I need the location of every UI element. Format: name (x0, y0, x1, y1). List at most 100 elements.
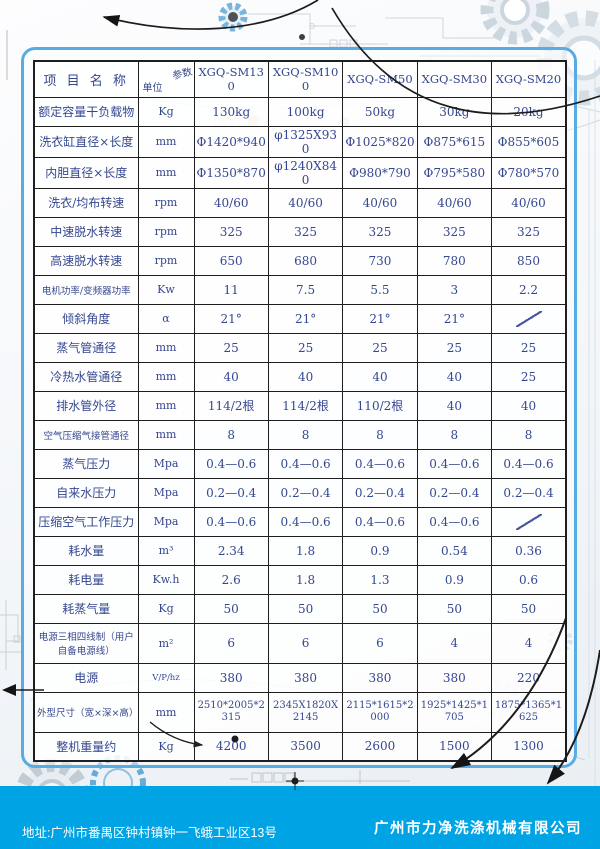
spec-value: 100kg (267, 96, 344, 127)
spec-value: 25 (342, 332, 418, 363)
table-header-row: 项 目 名 称 参数 单位 XGQ-SM130 XGQ-SM100 XGQ-SM50… (33, 60, 567, 98)
spec-value: 8 (193, 419, 269, 450)
spec-value: 2600 (342, 731, 418, 762)
row-unit: mm (137, 156, 195, 189)
spec-value: 21° (342, 303, 418, 334)
spec-value: 50 (491, 593, 567, 624)
spec-value: Φ855*605 (491, 125, 567, 158)
spec-value: 40/60 (193, 187, 269, 218)
row-unit: rpm (137, 245, 195, 276)
spec-value: 5.5 (342, 274, 418, 305)
blue-gear-icon (218, 2, 248, 32)
row-label: 电源 (33, 662, 139, 693)
spec-value: 380 (267, 662, 344, 693)
table-row: 电源 V/P/hz 380 380 380 380 220 (33, 662, 567, 693)
row-label: 蒸气压力 (33, 448, 139, 479)
spec-value: 0.2—0.4 (416, 477, 493, 508)
model-header: XGQ-SM100 (267, 60, 344, 98)
table-row: 耗水量 m³ 2.34 1.8 0.9 0.54 0.36 (33, 535, 567, 566)
spec-value: 7.5 (267, 274, 344, 305)
spec-value: 30kg (416, 96, 493, 127)
spec-value: 114/2根 (267, 390, 344, 421)
row-unit: m² (137, 622, 195, 664)
spec-value: 380 (342, 662, 418, 693)
row-label: 倾斜角度 (33, 303, 139, 334)
spec-value: 4 (416, 622, 493, 664)
model-header: XGQ-SM130 (193, 60, 269, 98)
spec-value: 40/60 (342, 187, 418, 218)
row-label: 额定容量干负载物 (33, 96, 139, 127)
spec-value: 2.6 (193, 564, 269, 595)
spec-value: 21° (193, 303, 269, 334)
spec-value: 8 (342, 419, 418, 450)
table-row: 空气压缩气接管通径 mm 8 8 8 8 8 (33, 419, 567, 450)
table-row: 电机功率/变频器功率 Kw 11 7.5 5.5 3 2.2 (33, 274, 567, 305)
spec-value: 0.2—0.4 (267, 477, 344, 508)
row-label: 电机功率/变频器功率 (33, 274, 139, 305)
spec-value: 0.9 (416, 564, 493, 595)
row-unit: mm (137, 390, 195, 421)
spec-value: 40/60 (491, 187, 567, 218)
spec-value: 20kg (491, 96, 567, 127)
spec-value: 40 (193, 361, 269, 392)
spec-value: φ1240X840 (267, 156, 344, 189)
table-row: 排水管外径 mm 114/2根 114/2根 110/2根 40 40 (33, 390, 567, 421)
spec-value: 25 (416, 332, 493, 363)
row-label: 高速脱水转速 (33, 245, 139, 276)
table-row: 蒸气管通径 mm 25 25 25 25 25 (33, 332, 567, 363)
row-label: 电源三相四线制（用户自备电源线） (33, 622, 139, 664)
spec-value: 3 (416, 274, 493, 305)
spec-value: 2345X1820X2145 (267, 691, 344, 733)
spec-value: 650 (193, 245, 269, 276)
spec-value: 4 (491, 622, 567, 664)
row-label: 内胆直径×长度 (33, 156, 139, 189)
row-label: 中速脱水转速 (33, 216, 139, 247)
row-unit: mm (137, 419, 195, 450)
spec-value: Φ1350*870 (193, 156, 269, 189)
row-unit: Kw.h (137, 564, 195, 595)
spec-value: Φ780*570 (491, 156, 567, 189)
spec-value: 325 (193, 216, 269, 247)
spec-value: 730 (342, 245, 418, 276)
spec-value (491, 506, 567, 537)
line-dot (299, 34, 305, 40)
spec-value: 21° (267, 303, 344, 334)
row-label: 整机重量约 (33, 731, 139, 762)
spec-value: 0.2—0.4 (491, 477, 567, 508)
table-row: 自来水压力 Mpa 0.2—0.4 0.2—0.4 0.2—0.4 0.2—0.4 0.2—… (33, 477, 567, 508)
row-label: 洗衣/均布转速 (33, 187, 139, 218)
spec-value: 0.9 (342, 535, 418, 566)
model-header: XGQ-SM30 (416, 60, 493, 98)
spec-value: 0.36 (491, 535, 567, 566)
spec-value: 325 (342, 216, 418, 247)
spec-value (491, 303, 567, 334)
row-unit: mm (137, 691, 195, 733)
spec-value: 40 (416, 361, 493, 392)
spec-value: 1300 (491, 731, 567, 762)
spec-value: 25 (491, 332, 567, 363)
corner-unit-label: 单位 (142, 82, 163, 94)
row-unit: α (137, 303, 195, 334)
spec-value: 8 (267, 419, 344, 450)
row-label: 排水管外径 (33, 390, 139, 421)
spec-value: 40 (342, 361, 418, 392)
spec-value: 0.4—0.6 (342, 506, 418, 537)
left-arrowhead-icon (2, 684, 16, 696)
spec-value: 6 (193, 622, 269, 664)
spec-value: 680 (267, 245, 344, 276)
spec-value: 130kg (193, 96, 269, 127)
spec-value: Φ1420*940 (193, 125, 269, 158)
spec-value: 0.4—0.6 (267, 506, 344, 537)
table-row: 电源三相四线制（用户自备电源线） m² 6 6 6 4 4 (33, 622, 567, 664)
footer-bar: 地址:广州市番禺区钟村镇钟一飞蛾工业区13号 电话：020-34633061 3… (0, 786, 600, 849)
spec-value: 40/60 (267, 187, 344, 218)
spec-value: 50 (416, 593, 493, 624)
table-row: 洗衣缸直径×长度 mm Φ1420*940 φ1325X930 Φ1025*820 Φ87… (33, 125, 567, 158)
footer-contact-lines: 地址:广州市番禺区钟村镇钟一飞蛾工业区13号 电话：020-34633061 3… (22, 791, 277, 849)
spec-value: 3500 (267, 731, 344, 762)
company-name: 广州市力净洗涤机械有限公司 (374, 821, 582, 837)
corner-param-label: 参数 (170, 66, 194, 83)
table-row: 蒸气压力 Mpa 0.4—0.6 0.4—0.6 0.4—0.6 0.4—0.6 0.4—0… (33, 448, 567, 479)
spec-value: 40/60 (416, 187, 493, 218)
row-label: 空气压缩气接管通径 (33, 419, 139, 450)
